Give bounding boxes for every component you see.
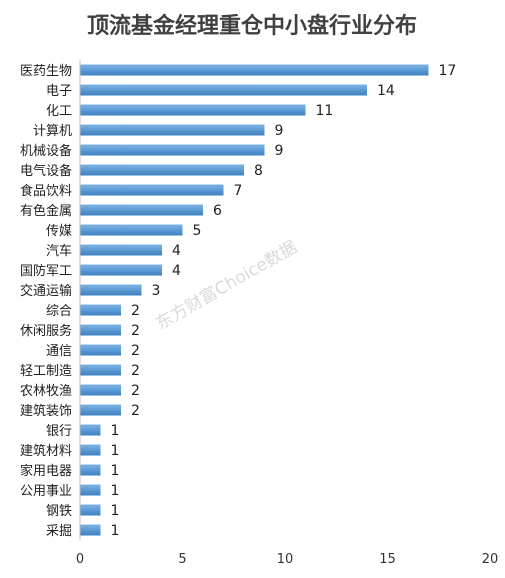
x-tick-label: 15 [379,552,396,567]
bar [80,164,244,176]
value-label: 2 [131,343,140,359]
bar [80,524,101,536]
bar [80,344,121,356]
value-label: 1 [111,483,120,499]
category-label: 家用电器 [20,463,72,479]
category-label: 银行 [46,424,72,439]
category-label: 通信 [46,344,72,359]
category-label: 轻工制造 [20,364,72,379]
category-label: 公用事业 [20,484,72,499]
value-label: 2 [131,403,140,419]
bar [80,484,101,496]
chart-title: 顶流基金经理重仓中小盘行业分布 [87,13,417,39]
category-label: 建筑材料 [20,443,72,459]
value-label: 2 [131,303,140,319]
value-label: 3 [152,283,161,299]
category-label: 钢铁 [46,504,72,519]
value-label: 5 [193,223,202,239]
category-label: 交通运输 [20,283,72,299]
category-label: 国防军工 [20,263,72,279]
bar [80,264,162,276]
category-label: 机械设备 [20,143,72,159]
x-axis-ticks: 0 5 10 15 20 [76,552,498,567]
value-label: 1 [111,443,120,459]
value-label: 6 [213,203,222,219]
x-tick-label: 10 [277,552,294,567]
value-label: 7 [234,183,243,199]
bar [80,104,306,116]
bar [80,284,142,296]
bar [80,124,265,136]
category-label: 综合 [46,304,72,319]
bar [80,144,265,156]
bar [80,224,183,236]
x-tick-label: 5 [178,552,186,567]
bar [80,384,121,396]
bar [80,464,101,476]
value-label: 4 [172,243,181,259]
bar [80,304,121,316]
category-label: 采掘 [46,524,72,539]
value-label: 17 [439,63,457,79]
value-label: 1 [111,423,120,439]
x-tick-label: 20 [482,552,499,567]
category-label: 电子 [46,84,72,99]
bar [80,504,101,516]
category-label: 食品饮料 [20,183,72,199]
bar [80,204,203,216]
value-label: 9 [275,123,284,139]
category-label: 医药生物 [20,64,72,79]
bar [80,64,429,76]
value-label: 8 [254,163,263,179]
bar [80,444,101,456]
bar [80,424,101,436]
value-label: 1 [111,503,120,519]
bar [80,364,121,376]
value-label: 2 [131,323,140,339]
category-label: 电气设备 [20,163,72,179]
bar [80,184,224,196]
category-label: 有色金属 [20,203,72,219]
value-label: 1 [111,463,120,479]
category-label: 传媒 [46,224,72,239]
value-label: 9 [275,143,284,159]
value-label: 14 [377,83,395,99]
bar [80,244,162,256]
category-label: 化工 [46,104,72,119]
category-label: 建筑装饰 [20,403,72,419]
bar [80,324,121,336]
bar [80,84,367,96]
value-label: 1 [111,523,120,539]
value-label: 2 [131,383,140,399]
x-tick-label: 0 [76,552,84,567]
category-label: 农林牧渔 [20,384,72,399]
bar [80,404,121,416]
category-label: 计算机 [33,124,72,139]
category-label: 休闲服务 [20,323,72,339]
value-label: 2 [131,363,140,379]
category-label: 汽车 [46,243,72,259]
value-label: 4 [172,263,181,279]
value-label: 11 [316,103,334,119]
